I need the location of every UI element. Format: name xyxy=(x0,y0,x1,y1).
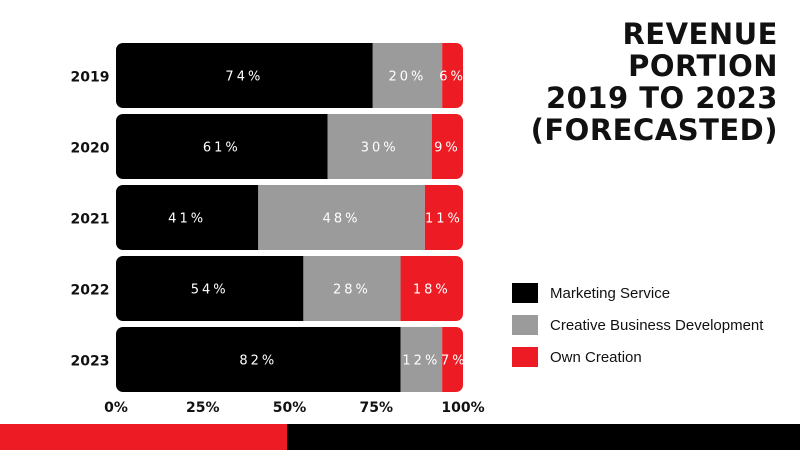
chart-title-line: REVENUE PORTION xyxy=(622,17,778,83)
bar-segment xyxy=(116,256,304,321)
bar-segment xyxy=(400,327,443,392)
chart-title-line: (FORECASTED) xyxy=(530,113,778,147)
bar-group-2019 xyxy=(116,43,463,108)
y-tick-label: 2021 xyxy=(71,212,110,228)
y-tick-label: 2019 xyxy=(71,70,110,86)
chart-title: REVENUE PORTION 2019 TO 2023 (FORECASTED… xyxy=(478,18,778,146)
bar-segment xyxy=(431,114,463,179)
bar-segment xyxy=(116,185,259,250)
legend-label: Marketing Service xyxy=(550,284,671,302)
x-tick-label: 75% xyxy=(359,400,393,416)
bar-segment xyxy=(442,327,463,392)
bar-group-2023 xyxy=(116,327,463,392)
footer-stripe-red xyxy=(0,424,287,450)
x-tick-label: 25% xyxy=(186,400,220,416)
legend-swatch xyxy=(512,283,538,303)
bar-segment xyxy=(372,43,443,108)
data-label: 12% xyxy=(402,354,440,369)
legend-item: Creative Business Development xyxy=(512,315,763,335)
data-label: 18% xyxy=(413,283,451,298)
bar-group-2021 xyxy=(116,185,463,250)
legend-item: Marketing Service xyxy=(512,283,763,303)
data-label: 48% xyxy=(323,212,361,227)
legend-label: Creative Business Development xyxy=(550,316,764,334)
data-label: 7% xyxy=(441,354,468,369)
legend-item: Own Creation xyxy=(512,347,763,367)
bar-segment xyxy=(116,43,373,108)
data-label: 61% xyxy=(203,141,241,156)
bar-segment xyxy=(258,185,425,250)
y-tick-label: 2020 xyxy=(71,141,110,157)
chart-title-line: 2019 TO 2023 xyxy=(545,81,778,115)
data-label: 6% xyxy=(439,70,466,85)
legend-label: Own Creation xyxy=(550,348,642,366)
legend-swatch xyxy=(512,315,538,335)
data-label: 82% xyxy=(239,354,277,369)
bar-segment xyxy=(424,185,463,250)
x-tick-label: 0% xyxy=(104,400,128,416)
footer-stripe-black xyxy=(287,424,800,450)
bar-segment xyxy=(400,256,463,321)
data-label: 30% xyxy=(361,141,399,156)
bar-group-2022 xyxy=(116,256,463,321)
data-label: 28% xyxy=(333,283,371,298)
legend-swatch xyxy=(512,347,538,367)
bar-group-2020 xyxy=(116,114,463,179)
bar-segment xyxy=(327,114,432,179)
bar-segment xyxy=(116,327,401,392)
data-label: 11% xyxy=(425,212,463,227)
x-tick-label: 100% xyxy=(441,400,484,416)
bar-segment xyxy=(442,43,463,108)
data-label: 20% xyxy=(389,70,427,85)
y-tick-label: 2022 xyxy=(71,283,110,299)
data-label: 41% xyxy=(168,212,206,227)
y-tick-label: 2023 xyxy=(71,354,110,370)
legend: Marketing Service Creative Business Deve… xyxy=(512,283,763,379)
bar-segment xyxy=(116,114,328,179)
data-label: 54% xyxy=(191,283,229,298)
x-tick-label: 50% xyxy=(273,400,307,416)
data-label: 74% xyxy=(225,70,263,85)
data-label: 9% xyxy=(434,141,461,156)
bar-segment xyxy=(303,256,401,321)
